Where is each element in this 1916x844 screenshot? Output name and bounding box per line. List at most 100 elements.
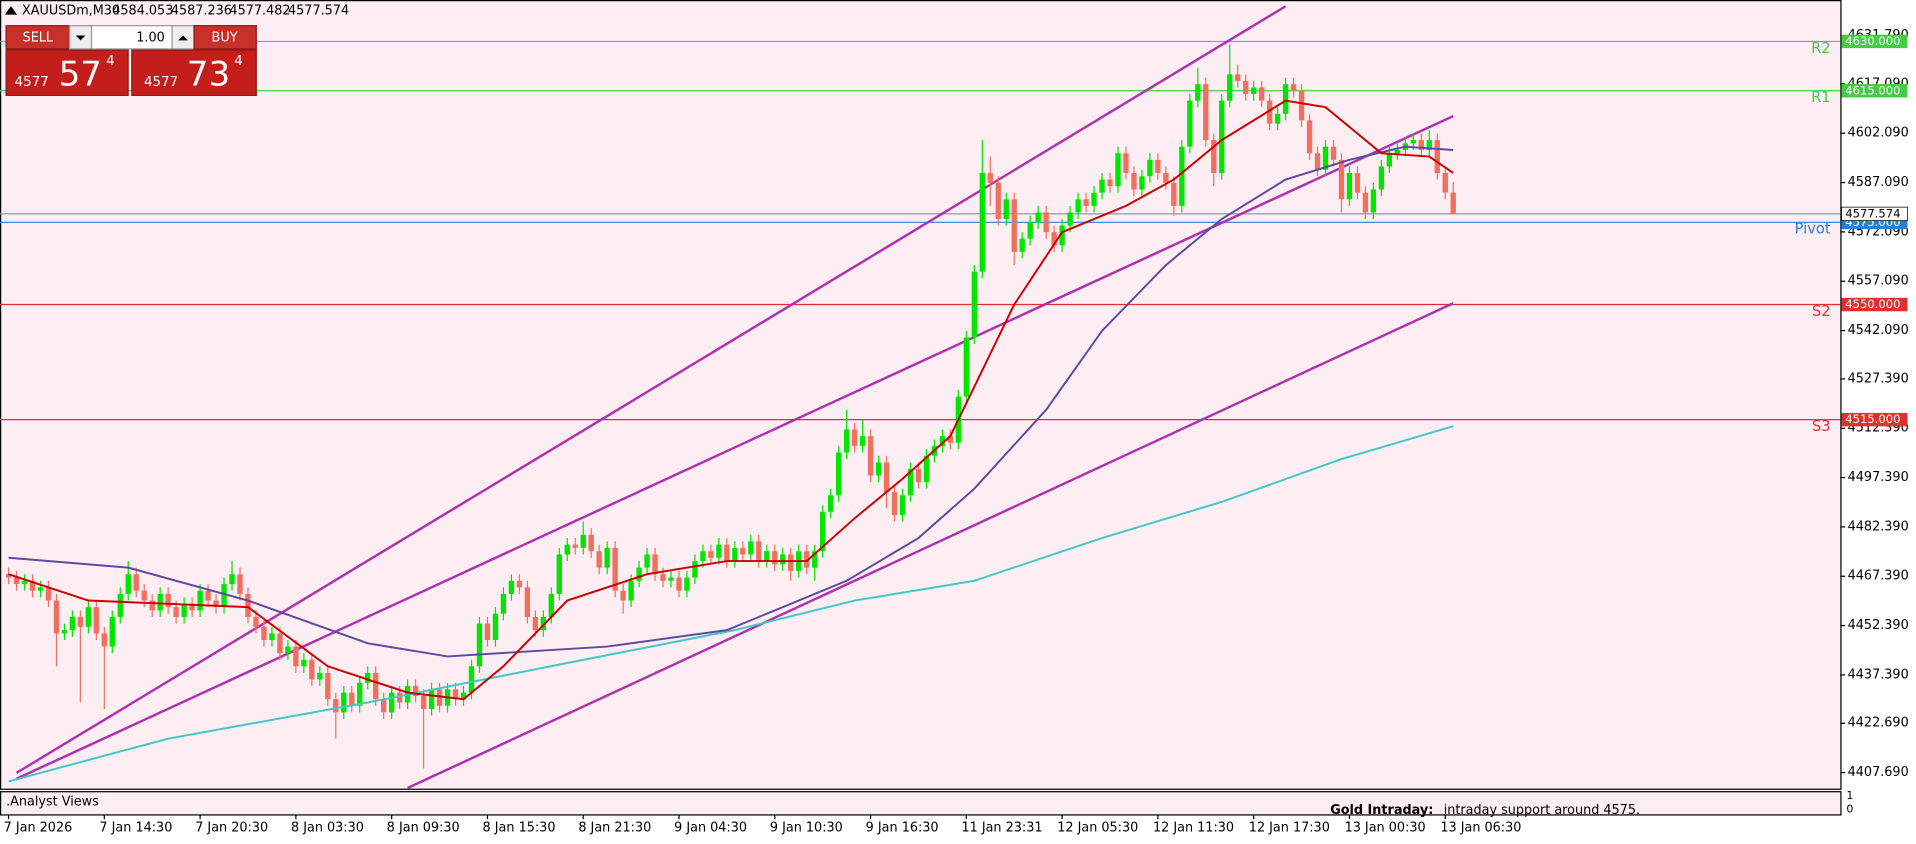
candle-body: [125, 574, 131, 594]
candle-body: [524, 587, 531, 617]
candle-body: [1067, 212, 1073, 226]
plot-area: [0, 0, 1842, 790]
candle-body: [1410, 140, 1417, 144]
candle-body: [1139, 176, 1145, 190]
x-tick-label: 13 Jan 00:30: [1345, 820, 1426, 835]
candle-body: [53, 600, 60, 634]
lot-up-arrow: [178, 35, 188, 41]
candle-body: [764, 551, 770, 562]
candle-body: [468, 666, 475, 693]
lot-down-arrow: [75, 35, 86, 41]
candle-body: [1426, 140, 1432, 150]
bid-digits: 57: [59, 54, 102, 94]
x-tick-label: 8 Jan 03:30: [291, 820, 364, 835]
candle-body: [436, 689, 443, 706]
candle-body: [987, 172, 993, 183]
candle-body: [835, 452, 842, 496]
header-high: 4587.236: [171, 3, 232, 18]
candle-body: [684, 577, 690, 591]
buy-button[interactable]: [193, 25, 257, 50]
candle-body: [1163, 172, 1169, 183]
candle-body: [588, 534, 594, 552]
candle-body: [995, 182, 1001, 220]
y-tick-label: 4557.090: [1848, 274, 1909, 289]
candle-body: [1211, 140, 1217, 173]
candle-body: [1282, 84, 1289, 114]
y-tick-label: 4452.390: [1848, 618, 1909, 633]
candle-body: [13, 577, 20, 585]
x-tick-label: 8 Jan 09:30: [387, 820, 460, 835]
candle-body: [1243, 80, 1249, 95]
candle-body: [388, 692, 395, 713]
candle-body: [396, 692, 403, 703]
candle-body: [660, 574, 666, 581]
header-open: 4584.053: [112, 3, 173, 18]
candle-body: [93, 607, 100, 634]
candle-body: [141, 590, 147, 601]
current-price-label: 4577.574: [1845, 206, 1900, 220]
candle-body: [1051, 232, 1057, 246]
candle-body: [732, 547, 738, 562]
candle-body: [947, 436, 954, 443]
candle-body: [349, 692, 355, 706]
sell-label: SELL: [23, 30, 54, 45]
candle-body: [979, 172, 985, 272]
candle-body: [1019, 238, 1025, 252]
candle-body: [740, 547, 746, 555]
candle-body: [939, 436, 946, 446]
candle-body: [772, 551, 778, 565]
candle-body: [245, 593, 251, 617]
ask-digits: 73: [187, 54, 230, 94]
candle-body: [891, 491, 898, 516]
candle-body: [1370, 189, 1377, 213]
subwindow-tick-label: 1: [1846, 789, 1853, 802]
candle-body: [149, 600, 155, 611]
candle-body: [221, 584, 227, 608]
candle-body: [1450, 192, 1456, 214]
candle-body: [460, 692, 467, 700]
candle-body: [1011, 199, 1017, 252]
current-price-box: [1841, 206, 1908, 221]
candle-body: [420, 695, 427, 710]
candle-body: [700, 551, 706, 562]
candle-body: [875, 462, 882, 476]
candle-body: [1386, 153, 1393, 167]
level-label: S2: [1812, 303, 1831, 320]
header-icon: [4, 6, 18, 15]
buy-label: BUY: [212, 30, 238, 45]
candle-body: [277, 633, 283, 654]
candle-body: [181, 603, 187, 617]
candle-body: [61, 630, 68, 634]
candle-body: [173, 607, 179, 617]
level-price-box: [1841, 34, 1908, 49]
bid-box[interactable]: [5, 49, 129, 96]
x-tick-label: 9 Jan 16:30: [866, 820, 939, 835]
candle-body: [373, 672, 379, 700]
x-tick-label: 12 Jan 11:30: [1153, 820, 1234, 835]
ask-box[interactable]: [131, 49, 257, 96]
candle-body: [676, 577, 682, 591]
candle-body: [1083, 199, 1089, 206]
bid-point: 4: [106, 54, 115, 69]
candle-body: [380, 699, 387, 713]
level-price-box: [1841, 297, 1908, 312]
y-tick-label: 4542.090: [1848, 323, 1909, 338]
candle-body: [1266, 100, 1273, 124]
candle-body: [1131, 172, 1137, 190]
candle-body: [915, 468, 922, 483]
candle-body: [867, 436, 874, 476]
level-label: R2: [1811, 40, 1830, 57]
candle-body: [1147, 159, 1153, 177]
candle-body: [117, 593, 123, 617]
candle-body: [412, 686, 419, 696]
candle-body: [716, 544, 722, 558]
candle-body: [1179, 146, 1185, 206]
candle-body: [213, 600, 219, 608]
candle-body: [29, 580, 36, 591]
candle-body: [788, 554, 794, 571]
candle-body: [1171, 182, 1177, 206]
candle-body: [1115, 153, 1121, 187]
channel-line: [407, 302, 1454, 789]
candle-body: [804, 551, 810, 568]
